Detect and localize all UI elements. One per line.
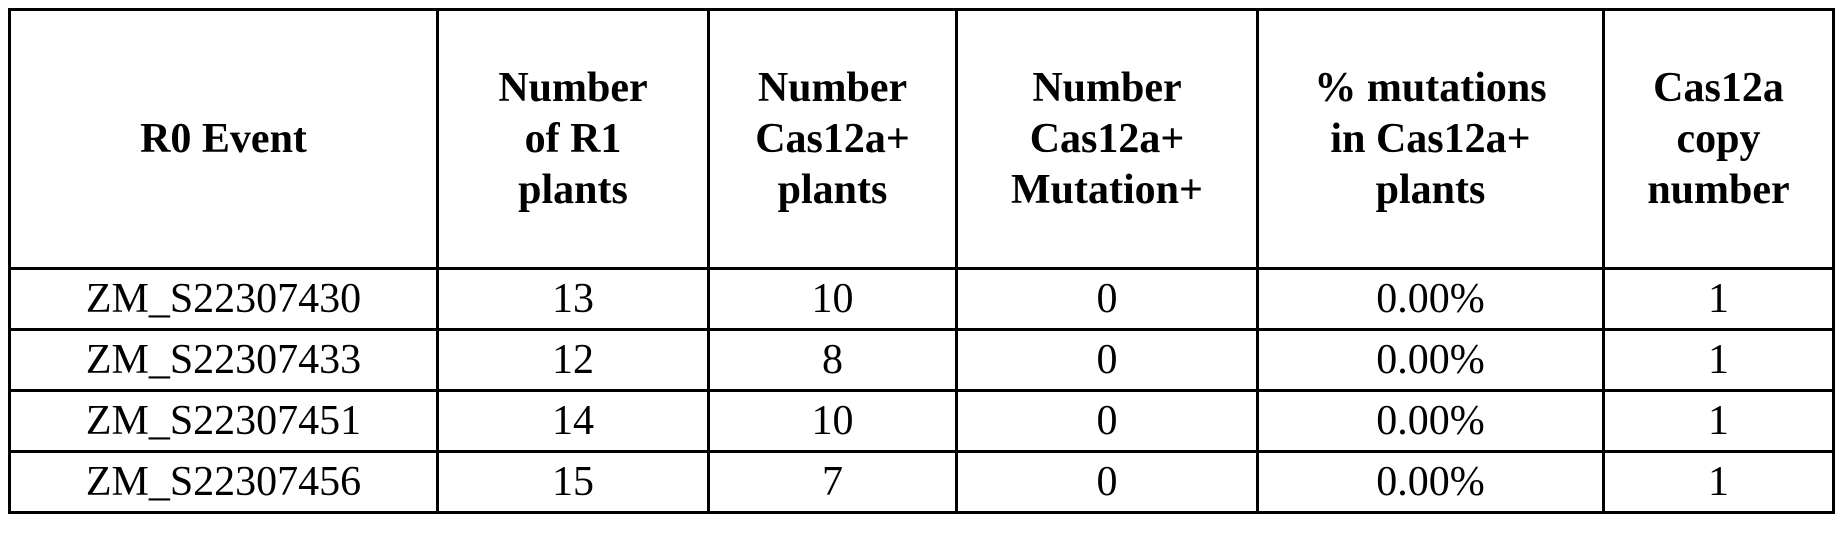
header-line: number — [1647, 166, 1790, 213]
cell-r0-event: ZM_S22307451 — [8, 389, 439, 453]
table-row: ZM_S22307456 15 7 0 0.00% 1 — [8, 450, 1835, 514]
document-page: R0 Event Number of R1 plants Number Cas1… — [8, 8, 1835, 514]
header-line: % mutations — [1314, 64, 1547, 111]
cell-percent-mutations: 0.00% — [1256, 450, 1605, 514]
header-line: Number — [498, 64, 648, 111]
header-line: of R1 — [524, 115, 622, 162]
header-number-cas12a-mutation: Number Cas12a+ Mutation+ — [955, 8, 1259, 270]
cell-percent-mutations: 0.00% — [1256, 389, 1605, 453]
header-line: plants — [777, 166, 888, 213]
header-line: Cas12a+ — [755, 115, 910, 162]
cell-r0-event: ZM_S22307456 — [8, 450, 439, 514]
header-line: plants — [1375, 166, 1486, 213]
cell-number-r1-plants: 12 — [436, 328, 710, 392]
header-row: R0 Event Number of R1 plants Number Cas1… — [8, 8, 1835, 270]
cell-number-cas12a-mutation: 0 — [955, 267, 1259, 331]
header-percent-mutations: % mutations in Cas12a+ plants — [1256, 8, 1605, 270]
cell-cas12a-copy-number: 1 — [1602, 450, 1835, 514]
header-line: Mutation+ — [1011, 166, 1203, 213]
cell-number-cas12a-plants: 10 — [707, 389, 958, 453]
header-number-cas12a-plants: Number Cas12a+ plants — [707, 8, 958, 270]
cell-number-cas12a-plants: 8 — [707, 328, 958, 392]
table-row: ZM_S22307430 13 10 0 0.00% 1 — [8, 267, 1835, 331]
header-line: plants — [518, 166, 628, 213]
cell-number-cas12a-mutation: 0 — [955, 328, 1259, 392]
header-line: R0 Event — [140, 115, 307, 162]
cell-number-cas12a-mutation: 0 — [955, 389, 1259, 453]
cell-number-cas12a-plants: 10 — [707, 267, 958, 331]
cell-percent-mutations: 0.00% — [1256, 267, 1605, 331]
results-table: R0 Event Number of R1 plants Number Cas1… — [8, 8, 1835, 514]
table-row: ZM_S22307433 12 8 0 0.00% 1 — [8, 328, 1835, 392]
header-line: Cas12a+ — [1029, 115, 1185, 162]
cell-number-r1-plants: 13 — [436, 267, 710, 331]
header-number-r1-plants: Number of R1 plants — [436, 8, 710, 270]
header-line: in Cas12a+ — [1330, 115, 1531, 162]
header-cas12a-copy-number: Cas12a copy number — [1602, 8, 1835, 270]
header-line: Cas12a — [1653, 64, 1784, 111]
cell-cas12a-copy-number: 1 — [1602, 328, 1835, 392]
header-r0-event: R0 Event — [8, 8, 439, 270]
cell-r0-event: ZM_S22307430 — [8, 267, 439, 331]
cell-number-r1-plants: 14 — [436, 389, 710, 453]
header-line: Number — [1032, 64, 1182, 111]
cell-r0-event: ZM_S22307433 — [8, 328, 439, 392]
cell-percent-mutations: 0.00% — [1256, 328, 1605, 392]
header-line: Number — [757, 64, 908, 111]
cell-number-cas12a-mutation: 0 — [955, 450, 1259, 514]
header-line: copy — [1676, 115, 1761, 162]
cell-number-r1-plants: 15 — [436, 450, 710, 514]
cell-cas12a-copy-number: 1 — [1602, 389, 1835, 453]
table-row: ZM_S22307451 14 10 0 0.00% 1 — [8, 389, 1835, 453]
cell-number-cas12a-plants: 7 — [707, 450, 958, 514]
cell-cas12a-copy-number: 1 — [1602, 267, 1835, 331]
